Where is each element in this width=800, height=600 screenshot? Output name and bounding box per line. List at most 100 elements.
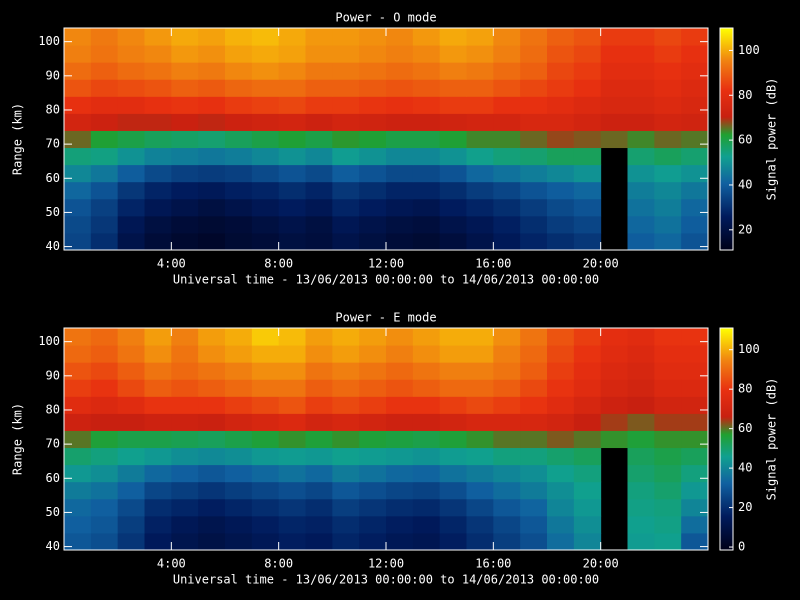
heatmap-cell <box>467 362 494 380</box>
heatmap-cell <box>654 516 681 534</box>
heatmap-cell <box>225 148 252 166</box>
heatmap-cell <box>91 345 118 363</box>
heatmap-cell <box>520 516 547 534</box>
heatmap-cell <box>225 465 252 483</box>
heatmap-cell <box>493 533 520 551</box>
heatmap-cell <box>145 79 172 97</box>
heatmap-cell <box>64 413 91 431</box>
heatmap-cell <box>386 28 413 46</box>
heatmap-cell <box>145 499 172 517</box>
heatmap-cell <box>547 448 574 466</box>
heatmap-cell <box>681 413 708 431</box>
heatmap-cell <box>306 148 333 166</box>
heatmap-cell <box>252 516 279 534</box>
heatmap-cell <box>413 499 440 517</box>
heatmap-cell <box>467 328 494 346</box>
heatmap-cell <box>574 199 601 217</box>
heatmap-cell <box>91 379 118 397</box>
heatmap-cell <box>359 28 386 46</box>
heatmap-cell <box>467 182 494 200</box>
heatmap-cell <box>171 130 198 148</box>
heatmap-cell <box>279 199 306 217</box>
heatmap-cell <box>252 199 279 217</box>
heatmap-cell <box>332 379 359 397</box>
heatmap-cell <box>681 482 708 500</box>
heatmap-cell <box>171 148 198 166</box>
heatmap-cell <box>91 413 118 431</box>
heatmap-cell <box>225 113 252 131</box>
heatmap-cell <box>547 28 574 46</box>
heatmap-cell <box>493 233 520 251</box>
heatmap-cell <box>198 130 225 148</box>
heatmap-cell <box>413 199 440 217</box>
heatmap-cell <box>386 182 413 200</box>
heatmap-cell <box>547 396 574 414</box>
heatmap-cell <box>171 448 198 466</box>
heatmap-cell <box>386 396 413 414</box>
heatmap-cell <box>654 379 681 397</box>
heatmap-cell <box>306 448 333 466</box>
heatmap-cell <box>440 362 467 380</box>
heatmap-cell <box>171 182 198 200</box>
heatmap-cell <box>279 533 306 551</box>
heatmap-cell <box>145 362 172 380</box>
heatmap-cell <box>681 233 708 251</box>
heatmap-cell <box>359 345 386 363</box>
heatmap-cell <box>64 448 91 466</box>
heatmap-cell <box>145 113 172 131</box>
heatmap-cell <box>279 448 306 466</box>
heatmap-cell <box>118 345 145 363</box>
heatmap-cell <box>64 79 91 97</box>
heatmap-cell <box>413 430 440 448</box>
heatmap-cell <box>493 62 520 80</box>
heatmap-cell <box>225 165 252 183</box>
heatmap-cell <box>386 430 413 448</box>
heatmap-cell <box>225 182 252 200</box>
heatmap-cell <box>681 199 708 217</box>
heatmap-cell <box>654 413 681 431</box>
heatmap-cell <box>520 182 547 200</box>
heatmap-cell <box>359 396 386 414</box>
heatmap-cell <box>91 165 118 183</box>
heatmap-cell <box>91 499 118 517</box>
heatmap-cell <box>332 396 359 414</box>
heatmap-cell <box>145 216 172 234</box>
colorbar-tick-label: 20 <box>738 500 752 514</box>
heatmap-cell <box>118 482 145 500</box>
heatmap-cell <box>654 165 681 183</box>
heatmap-cell <box>413 465 440 483</box>
heatmap-cell <box>198 430 225 448</box>
heatmap-cell <box>628 328 655 346</box>
heatmap-cell <box>91 148 118 166</box>
heatmap-cell <box>252 182 279 200</box>
heatmap-cell <box>654 199 681 217</box>
heatmap-cell <box>279 328 306 346</box>
heatmap-cell <box>493 45 520 63</box>
heatmap-cell <box>64 533 91 551</box>
heatmap-cell <box>440 465 467 483</box>
heatmap-cell <box>145 430 172 448</box>
heatmap-cell <box>64 165 91 183</box>
heatmap-cell <box>171 396 198 414</box>
heatmap-cell <box>279 113 306 131</box>
heatmap-cell <box>386 113 413 131</box>
heatmap-cell <box>118 448 145 466</box>
heatmap-cell <box>574 430 601 448</box>
heatmap-cell <box>654 182 681 200</box>
heatmap-cell <box>64 516 91 534</box>
heatmap-cell <box>601 362 628 380</box>
heatmap-cell <box>332 465 359 483</box>
colorbar-tick-label: 0 <box>738 540 745 554</box>
heatmap-cell <box>306 28 333 46</box>
heatmap-cell <box>198 345 225 363</box>
heatmap-cell <box>332 328 359 346</box>
heatmap-cell <box>359 448 386 466</box>
heatmap-cell <box>306 533 333 551</box>
heatmap-cell <box>198 362 225 380</box>
heatmap-cell <box>628 199 655 217</box>
heatmap-cell <box>493 165 520 183</box>
heatmap-cell <box>520 28 547 46</box>
heatmap-cell <box>440 45 467 63</box>
heatmap-cell <box>681 96 708 114</box>
